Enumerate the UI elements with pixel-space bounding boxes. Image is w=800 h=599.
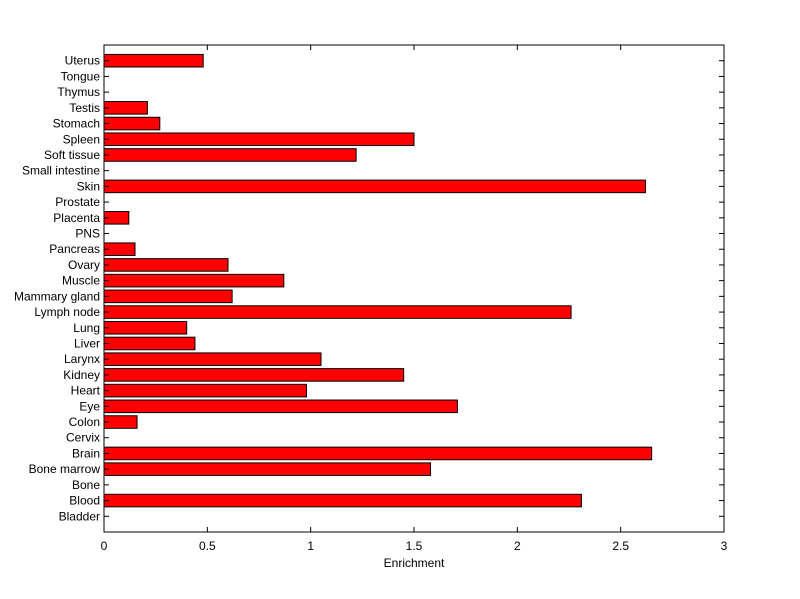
y-tick-label-small-intestine: Small intestine bbox=[22, 164, 100, 178]
y-tick-label-muscle: Muscle bbox=[62, 274, 100, 288]
bar-muscle bbox=[103, 273, 285, 288]
y-tick-label-skin: Skin bbox=[77, 179, 100, 193]
x-tick-label-2: 1 bbox=[307, 539, 314, 553]
bar-eye bbox=[103, 399, 458, 414]
bar-soft-tissue bbox=[103, 148, 357, 162]
bar-heart bbox=[103, 383, 308, 398]
bar-brain bbox=[103, 446, 653, 461]
x-tick-label-4: 2 bbox=[514, 539, 521, 553]
x-axis-label: Enrichment bbox=[384, 556, 445, 570]
bar-spleen bbox=[103, 132, 415, 147]
x-tick-label-1: 0.5 bbox=[199, 539, 216, 553]
y-tick-label-kidney: Kidney bbox=[63, 368, 100, 382]
bar-liver bbox=[103, 336, 196, 351]
bar-mammary-gland bbox=[103, 289, 233, 304]
y-tick-label-mammary-gland: Mammary gland bbox=[14, 289, 100, 303]
y-tick-label-colon: Colon bbox=[69, 415, 100, 429]
y-tick-label-lung: Lung bbox=[73, 321, 100, 335]
y-tick-label-brain: Brain bbox=[72, 446, 100, 460]
plot-frame bbox=[103, 44, 725, 533]
y-tick-label-pancreas: Pancreas bbox=[49, 242, 100, 256]
x-tick-label-5: 2.5 bbox=[612, 539, 629, 553]
bar-larynx bbox=[103, 352, 322, 366]
y-tick-label-pns: PNS bbox=[75, 227, 100, 241]
bar-ovary bbox=[103, 258, 229, 272]
y-tick-label-prostate: Prostate bbox=[55, 195, 100, 209]
y-tick-label-bone-marrow: Bone marrow bbox=[29, 462, 101, 476]
y-tick-label-tongue: Tongue bbox=[61, 69, 101, 83]
x-tick-label-3: 1.5 bbox=[406, 539, 423, 553]
y-tick-label-heart: Heart bbox=[71, 384, 101, 398]
bar-testis bbox=[103, 101, 148, 115]
y-tick-label-stomach: Stomach bbox=[53, 117, 100, 131]
x-tick-label-0: 0 bbox=[101, 539, 108, 553]
bar-skin bbox=[103, 179, 646, 194]
y-tick-label-lymph-node: Lymph node bbox=[34, 305, 100, 319]
bar-lymph-node bbox=[103, 305, 572, 319]
x-tick-label-6: 3 bbox=[721, 539, 728, 553]
y-tick-label-liver: Liver bbox=[74, 336, 100, 350]
y-tick-label-ovary: Ovary bbox=[68, 258, 100, 272]
y-tick-label-blood: Blood bbox=[69, 494, 100, 508]
y-tick-label-cervix: Cervix bbox=[66, 431, 100, 445]
y-tick-label-thymus: Thymus bbox=[57, 85, 100, 99]
y-tick-label-placenta: Placenta bbox=[53, 211, 100, 225]
bar-blood bbox=[103, 493, 582, 508]
bar-kidney bbox=[103, 368, 405, 382]
bar-uterus bbox=[103, 53, 204, 68]
y-tick-label-soft-tissue: Soft tissue bbox=[44, 148, 100, 162]
y-tick-label-testis: Testis bbox=[69, 101, 100, 115]
y-tick-label-bone: Bone bbox=[72, 478, 100, 492]
bar-lung bbox=[103, 320, 188, 335]
bar-bone-marrow bbox=[103, 462, 432, 476]
y-tick-label-larynx: Larynx bbox=[64, 352, 100, 366]
y-tick-label-eye: Eye bbox=[79, 399, 100, 413]
y-tick-label-uterus: Uterus bbox=[65, 54, 100, 68]
bar-stomach bbox=[103, 116, 161, 131]
y-tick-label-bladder: Bladder bbox=[59, 509, 100, 523]
y-tick-label-spleen: Spleen bbox=[63, 132, 100, 146]
